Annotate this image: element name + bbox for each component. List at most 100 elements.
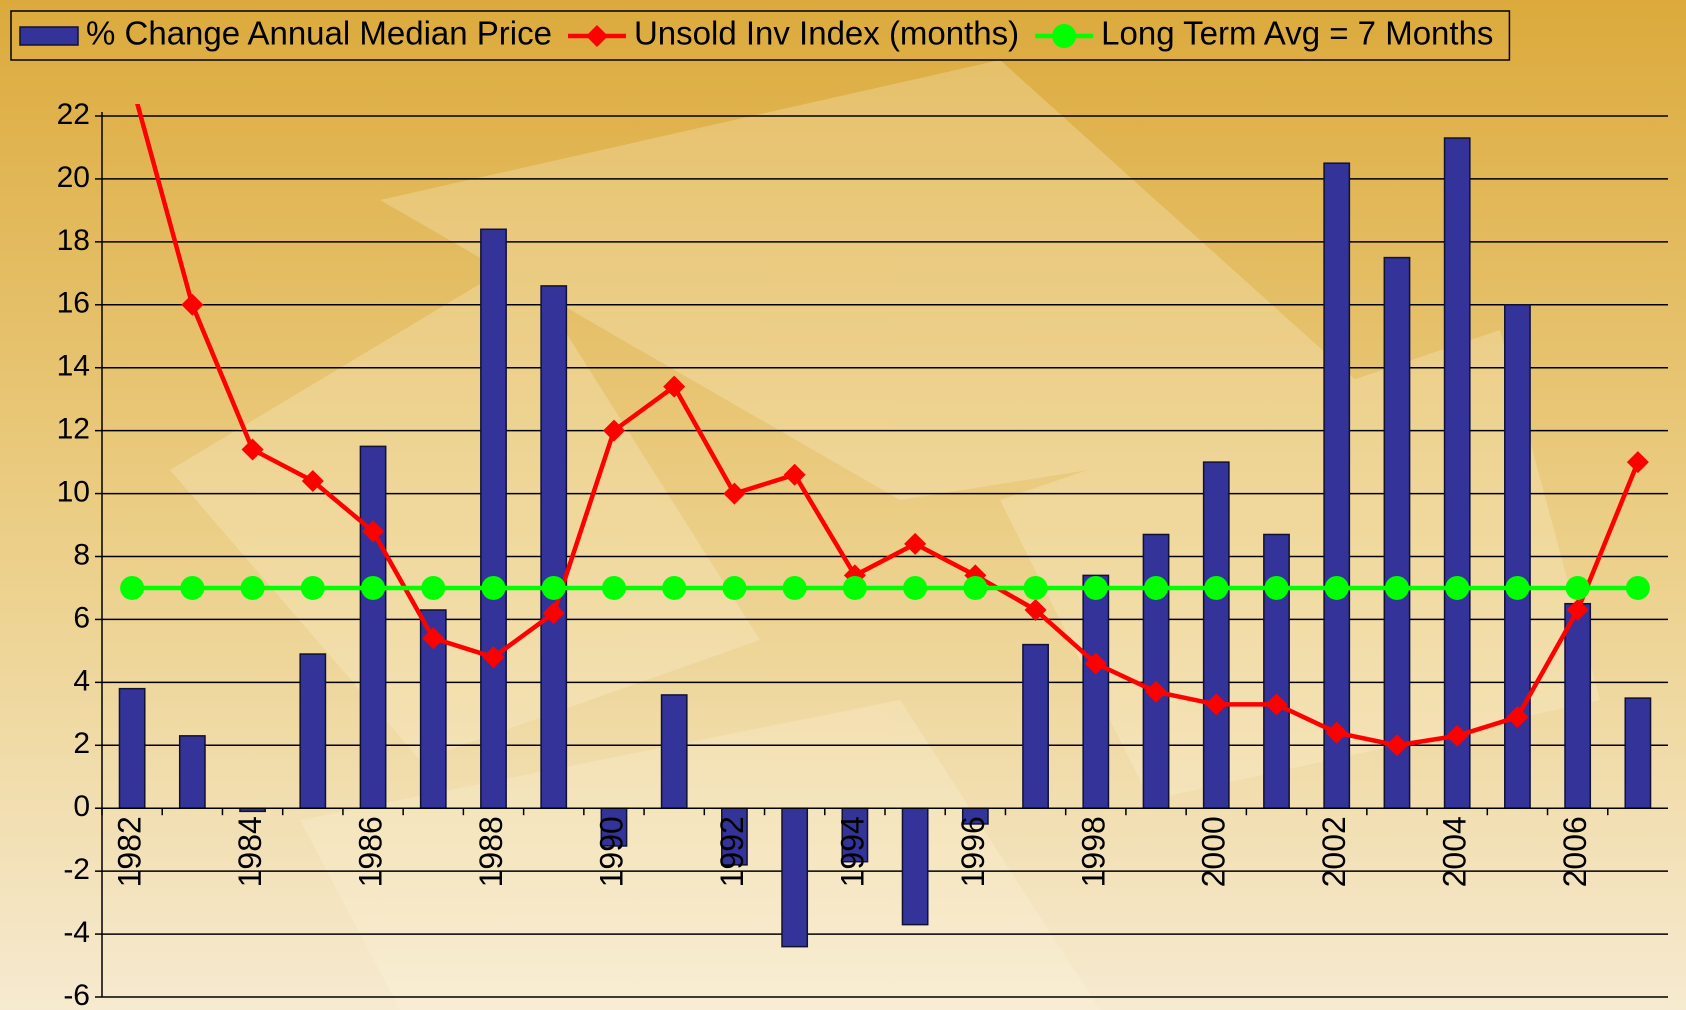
x-tick-label: 2006 bbox=[1557, 816, 1593, 887]
marker bbox=[1565, 575, 1590, 600]
marker bbox=[362, 520, 385, 543]
marker bbox=[542, 602, 565, 625]
marker bbox=[1384, 575, 1409, 600]
marker bbox=[481, 575, 506, 600]
bar bbox=[660, 694, 688, 809]
bar bbox=[359, 445, 387, 809]
y-tick-label: 0 bbox=[73, 790, 90, 823]
marker bbox=[1205, 693, 1228, 716]
x-tick-label: 1990 bbox=[593, 816, 629, 887]
marker bbox=[541, 575, 566, 600]
bar bbox=[1082, 574, 1110, 809]
x-tick-label: 2004 bbox=[1437, 816, 1473, 887]
y-tick-label: -2 bbox=[63, 853, 90, 886]
y-tick-label: 2 bbox=[73, 727, 90, 760]
marker bbox=[240, 575, 265, 600]
bar bbox=[1624, 697, 1652, 809]
legend-box bbox=[10, 10, 1511, 61]
y-tick-label: 20 bbox=[57, 161, 90, 194]
y-tick-label: 6 bbox=[73, 601, 90, 634]
marker bbox=[1566, 598, 1589, 621]
legend: % Change Annual Median Price Unsold Inv I… bbox=[10, 10, 1511, 61]
x-tick-label: 1998 bbox=[1075, 816, 1111, 887]
marker bbox=[1446, 724, 1469, 747]
marker bbox=[601, 575, 626, 600]
marker bbox=[301, 469, 324, 492]
bar bbox=[1142, 533, 1170, 809]
marker bbox=[842, 575, 867, 600]
legend-marker bbox=[585, 25, 608, 47]
marker bbox=[1145, 680, 1168, 703]
y-tick-label: 12 bbox=[57, 413, 90, 446]
marker bbox=[722, 575, 747, 600]
bar bbox=[480, 228, 507, 809]
marker bbox=[903, 575, 928, 600]
bar bbox=[1323, 162, 1351, 809]
line bbox=[135, 104, 1640, 748]
x-tick-label: 1986 bbox=[352, 816, 388, 887]
marker bbox=[241, 438, 264, 461]
marker bbox=[1385, 734, 1408, 757]
y-tick-label: -6 bbox=[63, 979, 90, 1010]
bar bbox=[1504, 304, 1531, 809]
bar bbox=[1443, 137, 1471, 809]
y-tick-label: 22 bbox=[57, 98, 90, 131]
marker bbox=[1325, 721, 1348, 744]
bar bbox=[1022, 643, 1049, 809]
y-tick-label: 14 bbox=[57, 350, 90, 383]
marker bbox=[1506, 705, 1529, 728]
marker bbox=[361, 575, 386, 600]
bar bbox=[781, 807, 809, 948]
marker bbox=[1024, 598, 1047, 621]
legend-swatch bbox=[19, 26, 79, 46]
marker bbox=[1505, 575, 1530, 600]
marker bbox=[181, 293, 204, 316]
marker bbox=[602, 419, 625, 442]
x-tick-label: 1984 bbox=[232, 816, 268, 887]
marker bbox=[1324, 575, 1349, 600]
marker bbox=[663, 375, 686, 398]
marker bbox=[1265, 693, 1288, 716]
marker bbox=[422, 627, 445, 650]
legend-marker bbox=[1052, 24, 1077, 48]
bar bbox=[721, 807, 748, 866]
bar bbox=[1564, 602, 1592, 809]
y-tick-label: 18 bbox=[57, 224, 90, 257]
bar bbox=[901, 807, 929, 926]
y-tick-label: 16 bbox=[57, 287, 90, 320]
x-tick-label: 2000 bbox=[1196, 816, 1232, 887]
legend-label: Unsold Inv Index (months) bbox=[634, 15, 1019, 52]
marker bbox=[180, 575, 205, 600]
marker bbox=[482, 646, 505, 669]
marker bbox=[1445, 575, 1470, 600]
marker bbox=[1264, 575, 1289, 600]
marker bbox=[120, 575, 145, 600]
marker bbox=[662, 575, 687, 600]
marker bbox=[1144, 575, 1169, 600]
y-tick-label: -4 bbox=[63, 916, 90, 949]
marker bbox=[1023, 575, 1048, 600]
x-tick-label: 1988 bbox=[473, 816, 509, 887]
x-tick-label: 1992 bbox=[714, 816, 750, 887]
marker bbox=[782, 575, 807, 600]
marker bbox=[300, 575, 325, 600]
y-tick-label: 10 bbox=[57, 475, 90, 508]
y-tick-label: 4 bbox=[73, 664, 90, 697]
x-tick-label: 2002 bbox=[1316, 816, 1352, 887]
marker bbox=[421, 575, 446, 600]
legend-label: Long Term Avg = 7 Months bbox=[1101, 15, 1493, 52]
bar bbox=[299, 653, 327, 809]
y-tick-label: 8 bbox=[73, 538, 90, 571]
bar bbox=[1263, 533, 1290, 809]
marker bbox=[1626, 451, 1649, 474]
marker bbox=[1625, 575, 1650, 600]
plot-area: -6 -4 -2 0 2 4 6 8 10 12 14 16 18 20 22 1982 1984 1986 198… bbox=[57, 98, 1668, 1010]
bar bbox=[540, 285, 568, 809]
marker bbox=[904, 532, 927, 555]
bar bbox=[1383, 256, 1411, 809]
marker bbox=[723, 482, 746, 505]
marker bbox=[1083, 575, 1108, 600]
bar bbox=[841, 807, 869, 863]
x-tick-label: 1982 bbox=[112, 816, 148, 887]
